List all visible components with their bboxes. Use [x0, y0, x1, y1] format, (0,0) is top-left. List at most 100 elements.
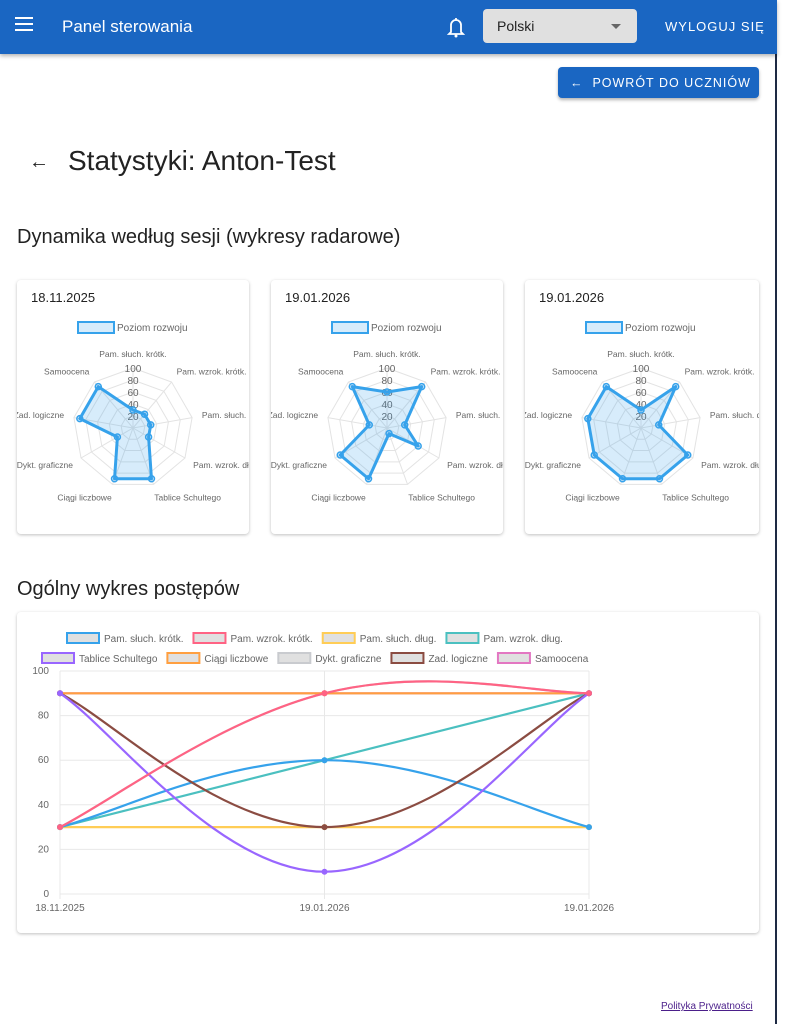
- radar-point: [655, 474, 664, 483]
- radar-axis-label: Samoocena: [552, 366, 598, 376]
- radar-axis-label: Tablice Schultego: [154, 493, 221, 503]
- radar-axis-label: Pam. wzrok. krótk.: [431, 366, 501, 376]
- hamburger-icon[interactable]: [15, 17, 33, 31]
- privacy-policy-link[interactable]: Polityka Prywatności: [661, 1001, 753, 1012]
- radar-point: [602, 382, 611, 391]
- radar-point: [129, 406, 137, 414]
- radar-point: [76, 414, 84, 423]
- radar-point: [417, 382, 426, 391]
- language-select[interactable]: Polski: [483, 9, 637, 43]
- radar-axis-line: [327, 417, 388, 429]
- radar-chart: Poziom rozwoju Pam. słuch. krótk. Pam. wzr…: [271, 321, 503, 503]
- x-tick-label: 19.01.2026: [564, 903, 614, 914]
- line-chart: Pam. słuch. krótk. Pam. wzrok. krótk. Pam.…: [32, 632, 614, 914]
- legend-label: Dykt. graficzne: [315, 654, 382, 665]
- radar-tick-label: 80: [127, 376, 139, 387]
- y-tick-label: 60: [38, 755, 50, 766]
- radar-point: [654, 421, 663, 429]
- radar-gridline: [605, 391, 677, 463]
- radar-axis-line: [620, 427, 642, 485]
- radar-card: 19.01.2026 Poziom rozwoju Pam. słuch. kró…: [525, 280, 759, 534]
- radar-gridline: [362, 403, 412, 452]
- arrow-left-icon: ←: [570, 76, 593, 90]
- back-arrow-icon[interactable]: ←: [29, 151, 49, 173]
- radar-tick-label: 20: [381, 412, 393, 423]
- radar-chart: Poziom rozwoju Pam. słuch. krótk. Pam. wzr…: [525, 321, 759, 503]
- radar-gridline: [593, 379, 689, 474]
- legend-swatch: [166, 652, 201, 664]
- legend-swatch: [277, 652, 312, 664]
- radar-point: [385, 429, 393, 438]
- legend-label: Ciągi liczbowe: [204, 654, 268, 665]
- radar-point: [336, 451, 344, 459]
- legend-label: Poziom rozwoju: [371, 323, 442, 334]
- radar-axis-label: Ciągi liczbowe: [57, 493, 112, 503]
- radar-gridline: [581, 367, 701, 485]
- radar-point: [414, 442, 422, 450]
- legend-swatch: [390, 652, 425, 664]
- radar-point: [147, 474, 156, 483]
- data-point: [321, 868, 328, 875]
- radar-tick-label: 60: [381, 388, 393, 399]
- radar-section-title: Dynamika według sesji (wykresy radarowe): [17, 226, 401, 248]
- back-to-students-button[interactable]: ← POWRÓT DO UCZNIÓW: [558, 67, 759, 98]
- radar-card: 18.11.2025 Poziom rozwoju Pam. słuch. kró…: [17, 280, 249, 534]
- radar-gridline: [616, 403, 666, 452]
- session-date: 18.11.2025: [31, 290, 96, 305]
- legend-swatch: [445, 632, 480, 644]
- radar-tick-label: 100: [125, 364, 142, 375]
- radar-axis-label: Pam. słuch. dług: [202, 410, 249, 420]
- radar-axis-line: [640, 417, 701, 429]
- data-point: [57, 824, 63, 831]
- radar-gridline: [339, 379, 435, 474]
- data-point: [586, 824, 592, 831]
- legend-label: Poziom rozwoju: [625, 323, 696, 334]
- radar-axis-line: [80, 427, 134, 459]
- y-tick-label: 40: [38, 800, 50, 811]
- radar-axis-label: Pam. słuch. dług: [456, 410, 503, 420]
- radar-axis-line: [386, 427, 408, 485]
- radar-tick-label: 40: [127, 400, 139, 411]
- y-tick-label: 20: [38, 844, 50, 855]
- legend-label: Samoocena: [535, 654, 589, 665]
- language-value: Polski: [497, 18, 535, 34]
- session-date: 19.01.2026: [285, 290, 351, 305]
- radar-axis-line: [132, 417, 193, 429]
- progress-section-title: Ogólny wykres postępów: [17, 578, 240, 600]
- radar-tick-label: 40: [381, 400, 393, 411]
- radar-point: [365, 421, 374, 429]
- legend-label: Pam. wzrok. krótk.: [230, 634, 312, 645]
- radar-axis-label: Pam. wzrok. dług: [447, 460, 503, 470]
- radar-axis-label: Pam. wzrok. krótk.: [685, 366, 755, 376]
- x-tick-label: 18.11.2025: [35, 903, 85, 914]
- legend-label: Tablice Schultego: [79, 654, 158, 665]
- radar-axis-line: [132, 427, 186, 459]
- radar-axis-label: Tablice Schultego: [408, 493, 475, 503]
- radar-gridline: [97, 391, 169, 463]
- radar-tick-label: 80: [381, 376, 393, 387]
- radar-point: [684, 451, 692, 459]
- radar-axis-line: [132, 381, 172, 429]
- logout-button[interactable]: WYLOGUJ SIĘ: [665, 19, 765, 34]
- legend-label: Zad. logiczne: [428, 654, 488, 665]
- radar-point: [110, 474, 119, 483]
- radar-axis-line: [588, 427, 642, 459]
- legend-swatch: [496, 652, 531, 664]
- radar-axis-label: Pam. wzrok. dług: [193, 460, 249, 470]
- bell-icon[interactable]: [446, 16, 466, 38]
- radar-data-area: [338, 385, 424, 481]
- radar-axis-line: [581, 417, 642, 429]
- radar-point: [364, 474, 373, 483]
- radar-axis-label: Zad. logiczne: [525, 410, 572, 420]
- page: Panel sterowania Polski WYLOGUJ SIĘ ← PO…: [0, 0, 777, 1024]
- radar-axis-label: Samoocena: [298, 366, 344, 376]
- radar-point: [590, 451, 598, 459]
- radar-tick-label: 20: [635, 412, 647, 423]
- radar-point: [94, 382, 103, 391]
- radar-data-area: [586, 385, 690, 481]
- radar-point: [146, 421, 155, 429]
- radar-tick-label: 100: [379, 364, 396, 375]
- radar-gridline: [628, 415, 654, 440]
- radar-axis-line: [386, 417, 447, 429]
- chevron-down-icon: [611, 24, 621, 29]
